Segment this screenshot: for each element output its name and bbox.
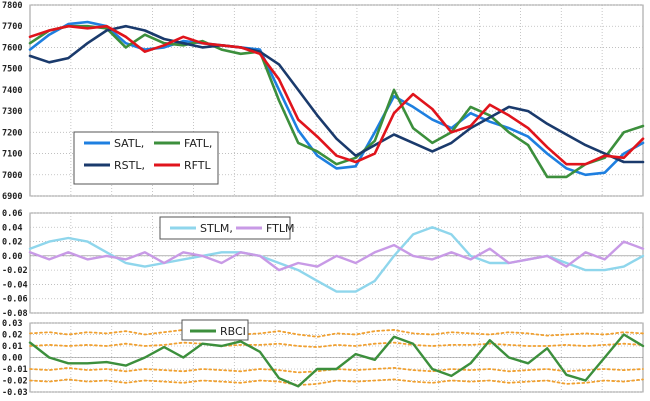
y-tick-label: -0.03 bbox=[2, 388, 28, 398]
series-line-satl bbox=[28, 20, 645, 177]
legend-box bbox=[159, 216, 291, 240]
y-tick-label: 7800 bbox=[2, 1, 22, 11]
y-tick-label: 0.02 bbox=[2, 238, 22, 248]
y-tick-label: 7400 bbox=[2, 86, 22, 96]
y-tick-label: 7300 bbox=[2, 107, 22, 117]
y-tick-label: 0.03 bbox=[2, 319, 22, 329]
y-tick-label: -0.01 bbox=[2, 365, 28, 375]
y-tick-label: 7500 bbox=[2, 65, 22, 75]
y-tick-label: 7100 bbox=[2, 150, 22, 160]
legend-label: RSTL, bbox=[114, 159, 145, 172]
legend-label: RFTL bbox=[184, 159, 211, 172]
legend-label: FTLM bbox=[266, 222, 294, 235]
y-tick-label: 7000 bbox=[2, 171, 22, 181]
band-line-3 bbox=[29, 378, 644, 387]
panel-momentum: 0.06 0.04 0.02 0.00 -0.02 -0.04 -0.06 -0.08 STLM… bbox=[2, 209, 645, 319]
y-tick-label: -0.08 bbox=[2, 309, 28, 319]
panel-price: 7800 7700 7600 7500 7400 7300 7200 7100 7000 6900… bbox=[2, 1, 645, 202]
band-line-0 bbox=[29, 328, 644, 338]
legend-label: STLM, bbox=[200, 222, 233, 235]
y-tick-label: -0.02 bbox=[2, 377, 28, 387]
y-tick-label: 0.00 bbox=[2, 252, 22, 262]
y-tick-label: -0.06 bbox=[2, 295, 28, 305]
y-tick-label: 0.04 bbox=[2, 223, 22, 233]
legend-label: FATL, bbox=[184, 137, 212, 150]
panel-oscillator: 0.03 0.020.01 0.00-0.01 -0.02-0.03 RBCI bbox=[2, 319, 645, 398]
legend-label: SATL, bbox=[114, 137, 144, 150]
y-tick-label: 7700 bbox=[2, 22, 22, 32]
y-tick-label: 7600 bbox=[2, 43, 22, 53]
y-tick-label: 6900 bbox=[2, 192, 22, 202]
y-tick-label: 0.02 bbox=[2, 331, 22, 341]
y-tick-label: 7200 bbox=[2, 128, 22, 138]
band-line-1 bbox=[29, 341, 644, 349]
y-tick-label: -0.02 bbox=[2, 266, 28, 276]
series-line-rftl bbox=[28, 24, 645, 166]
y-tick-label: 0.01 bbox=[2, 342, 22, 352]
legend-box bbox=[73, 131, 219, 185]
plot-frame bbox=[29, 212, 644, 314]
y-tick-label: 0.06 bbox=[2, 209, 22, 219]
series-line-rstl bbox=[28, 24, 645, 164]
series-line-rbci bbox=[28, 333, 645, 388]
y-tick-label: 0.00 bbox=[2, 354, 22, 364]
series-line-ftlm bbox=[28, 240, 645, 272]
y-tick-label: -0.04 bbox=[2, 280, 28, 290]
legend-label: RBCI bbox=[220, 325, 246, 338]
